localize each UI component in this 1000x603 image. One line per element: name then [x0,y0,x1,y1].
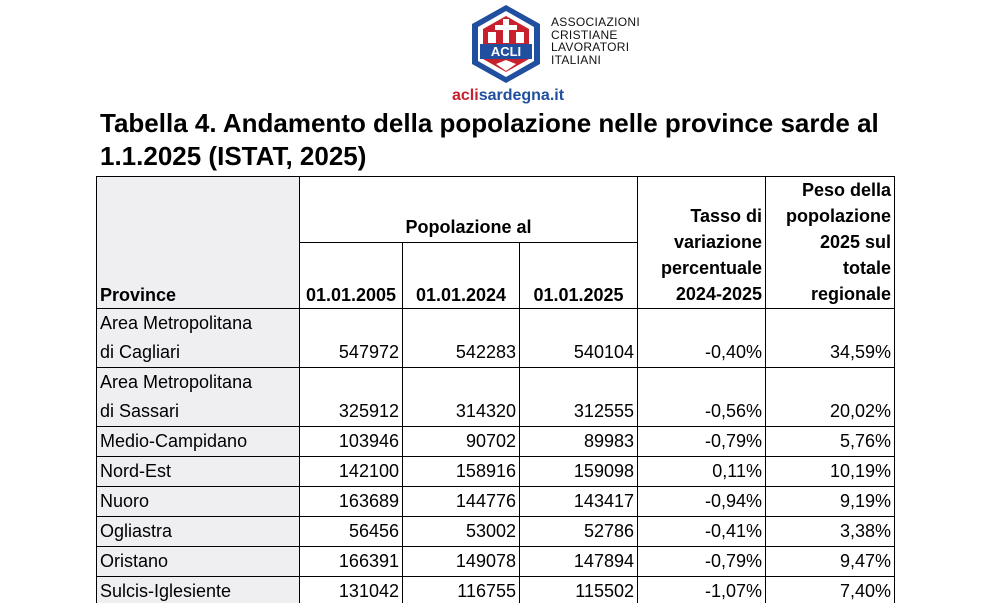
pop-2025-cell: 147894 [519,546,638,577]
header-share: Peso della popolazione 2025 sul totale r… [765,176,895,309]
province-cell: Sulcis-Iglesiente [96,576,300,603]
site-name: aclisardegna.it [452,87,565,104]
rate-cell: -0,56% [637,367,766,427]
province-cell: Nord-Est [96,456,300,487]
table-row: Sulcis-Iglesiente 131042 116755 115502 -1,07… [96,576,895,603]
rate-cell: -0,40% [637,308,766,368]
header-date-2005: 01.01.2005 [299,242,403,309]
logo-organization-name: ASSOCIAZIONI CRISTIANE LAVORATORI ITALIA… [551,15,640,67]
share-cell: 34,59% [765,308,895,368]
acli-logo: ACLI [472,5,540,83]
pop-2005-cell: 547972 [299,308,403,368]
table-row: Medio-Campidano 103946 90702 89983 -0,79% 5,7… [96,426,895,457]
province-cell: Oristano [96,546,300,577]
table-row: Oristano 166391 149078 147894 -0,79% 9,47% [96,546,895,577]
rate-cell: -0,79% [637,426,766,457]
table-row: Area Metropolitana di Cagliari 547972 54228… [96,308,895,368]
logo-badge-text: ACLI [491,44,521,59]
province-cell: Nuoro [96,486,300,517]
header-province: Province [96,176,300,309]
pop-2005-cell: 163689 [299,486,403,517]
pop-2025-cell: 89983 [519,426,638,457]
rate-cell: -0,41% [637,516,766,547]
pop-2024-cell: 90702 [402,426,520,457]
table-row: Area Metropolitana di Sassari 325912 314320… [96,367,895,427]
pop-2025-cell: 540104 [519,308,638,368]
pop-2024-cell: 53002 [402,516,520,547]
pop-2024-cell: 149078 [402,546,520,577]
pop-2005-cell: 131042 [299,576,403,603]
table-row: Ogliastra 56456 53002 52786 -0,41% 3,38% [96,516,895,547]
table-row: Nuoro 163689 144776 143417 -0,94% 9,19% [96,486,895,517]
rate-cell: -0,79% [637,546,766,577]
table-row: Nord-Est 142100 158916 159098 0,11% 10,19% [96,456,895,487]
table-body: Area Metropolitana di Cagliari 547972 54228… [96,308,895,603]
province-cell: Area Metropolitana di Sassari [96,367,300,427]
pop-2025-cell: 115502 [519,576,638,603]
share-cell: 3,38% [765,516,895,547]
share-cell: 10,19% [765,456,895,487]
pop-2005-cell: 103946 [299,426,403,457]
pop-2024-cell: 144776 [402,486,520,517]
share-cell: 9,47% [765,546,895,577]
pop-2005-cell: 325912 [299,367,403,427]
pop-2024-cell: 314320 [402,367,520,427]
share-cell: 7,40% [765,576,895,603]
pop-2025-cell: 159098 [519,456,638,487]
pop-2005-cell: 142100 [299,456,403,487]
province-cell: Ogliastra [96,516,300,547]
header-date-2025: 01.01.2025 [519,242,638,309]
pop-2025-cell: 52786 [519,516,638,547]
header-population-group: Popolazione al [299,176,638,243]
pop-2025-cell: 143417 [519,486,638,517]
pop-2005-cell: 166391 [299,546,403,577]
population-table: Province Popolazione al Tasso di variazi… [96,176,895,603]
header-rate: Tasso di variazione percentuale 2024-202… [637,176,766,309]
share-cell: 5,76% [765,426,895,457]
pop-2005-cell: 56456 [299,516,403,547]
province-cell: Area Metropolitana di Cagliari [96,308,300,368]
rate-cell: 0,11% [637,456,766,487]
table-title: Tabella 4. Andamento della popolazione n… [100,108,879,171]
share-cell: 9,19% [765,486,895,517]
pop-2024-cell: 116755 [402,576,520,603]
share-cell: 20,02% [765,367,895,427]
pop-2024-cell: 542283 [402,308,520,368]
header-date-2024: 01.01.2024 [402,242,520,309]
rate-cell: -1,07% [637,576,766,603]
province-cell: Medio-Campidano [96,426,300,457]
pop-2025-cell: 312555 [519,367,638,427]
rate-cell: -0,94% [637,486,766,517]
pop-2024-cell: 158916 [402,456,520,487]
